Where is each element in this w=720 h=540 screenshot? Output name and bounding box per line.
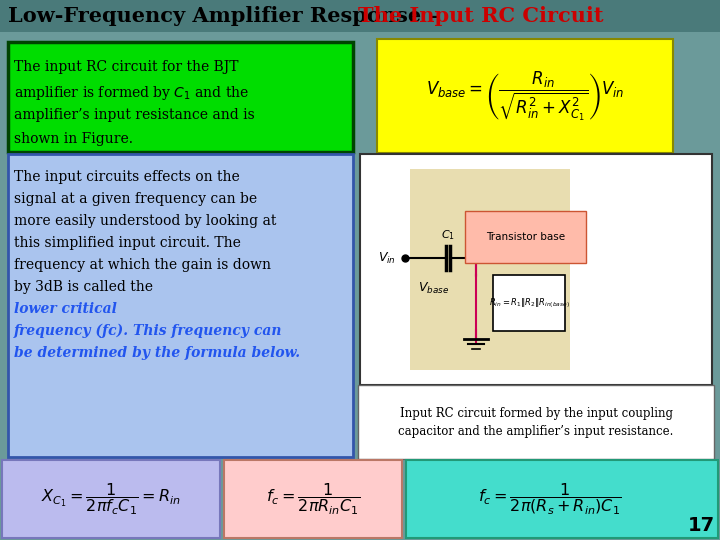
- Text: $f_c = \dfrac{1}{2\pi R_{in} C_1}$: $f_c = \dfrac{1}{2\pi R_{in} C_1}$: [266, 481, 360, 517]
- Text: this simplified input circuit. The: this simplified input circuit. The: [14, 236, 241, 250]
- Text: $V_{in}$: $V_{in}$: [378, 251, 396, 266]
- Text: by 3dB is called the: by 3dB is called the: [14, 280, 158, 294]
- FancyBboxPatch shape: [224, 460, 402, 538]
- FancyBboxPatch shape: [493, 275, 565, 331]
- Text: The Input RC Circuit: The Input RC Circuit: [358, 6, 603, 26]
- Text: frequency (ƒᴄ). This frequency can: frequency (ƒᴄ). This frequency can: [14, 324, 282, 339]
- FancyBboxPatch shape: [410, 169, 570, 370]
- Text: 17: 17: [688, 516, 715, 535]
- Text: The input circuits effects on the: The input circuits effects on the: [14, 170, 240, 184]
- FancyBboxPatch shape: [377, 39, 673, 153]
- Text: $V_{base}$: $V_{base}$: [418, 280, 449, 295]
- Text: Transistor base: Transistor base: [486, 232, 565, 242]
- FancyBboxPatch shape: [360, 154, 712, 385]
- Text: signal at a given frequency can be: signal at a given frequency can be: [14, 192, 257, 206]
- FancyBboxPatch shape: [0, 0, 720, 32]
- Text: $X_{C_1} = \dfrac{1}{2\pi f_c C_1} = R_{in}$: $X_{C_1} = \dfrac{1}{2\pi f_c C_1} = R_{…: [41, 481, 181, 517]
- Text: Low-Frequency Amplifier Response –: Low-Frequency Amplifier Response –: [8, 6, 446, 26]
- Text: The input RC circuit for the BJT: The input RC circuit for the BJT: [14, 60, 238, 74]
- Text: frequency at which the gain is down: frequency at which the gain is down: [14, 258, 271, 272]
- Text: lower critical: lower critical: [14, 302, 117, 316]
- FancyBboxPatch shape: [358, 385, 714, 459]
- Text: amplifier’s input resistance and is: amplifier’s input resistance and is: [14, 108, 255, 122]
- Text: amplifier is formed by $C_1$ and the: amplifier is formed by $C_1$ and the: [14, 84, 249, 102]
- Text: $V_{base} = \left(\dfrac{R_{in}}{\sqrt{R_{in}^2 + X_{C_1}^2}}\right) V_{in}$: $V_{base} = \left(\dfrac{R_{in}}{\sqrt{R…: [426, 69, 624, 123]
- Text: $R_{in} = R_1 \| R_2 \| R_{in(base)}$: $R_{in} = R_1 \| R_2 \| R_{in(base)}$: [489, 296, 570, 310]
- FancyBboxPatch shape: [8, 42, 353, 152]
- FancyBboxPatch shape: [406, 460, 718, 538]
- Text: be determined by the formula below.: be determined by the formula below.: [14, 346, 300, 360]
- Text: shown in Figure.: shown in Figure.: [14, 132, 133, 146]
- FancyBboxPatch shape: [8, 154, 353, 457]
- FancyBboxPatch shape: [2, 460, 220, 538]
- Text: more easily understood by looking at: more easily understood by looking at: [14, 214, 276, 228]
- Text: $C_1$: $C_1$: [441, 228, 455, 242]
- Text: $f_c = \dfrac{1}{2\pi (R_s + R_{in}) C_1}$: $f_c = \dfrac{1}{2\pi (R_s + R_{in}) C_1…: [477, 481, 621, 517]
- Text: Input RC circuit formed by the input coupling
capacitor and the amplifier’s inpu: Input RC circuit formed by the input cou…: [398, 407, 674, 437]
